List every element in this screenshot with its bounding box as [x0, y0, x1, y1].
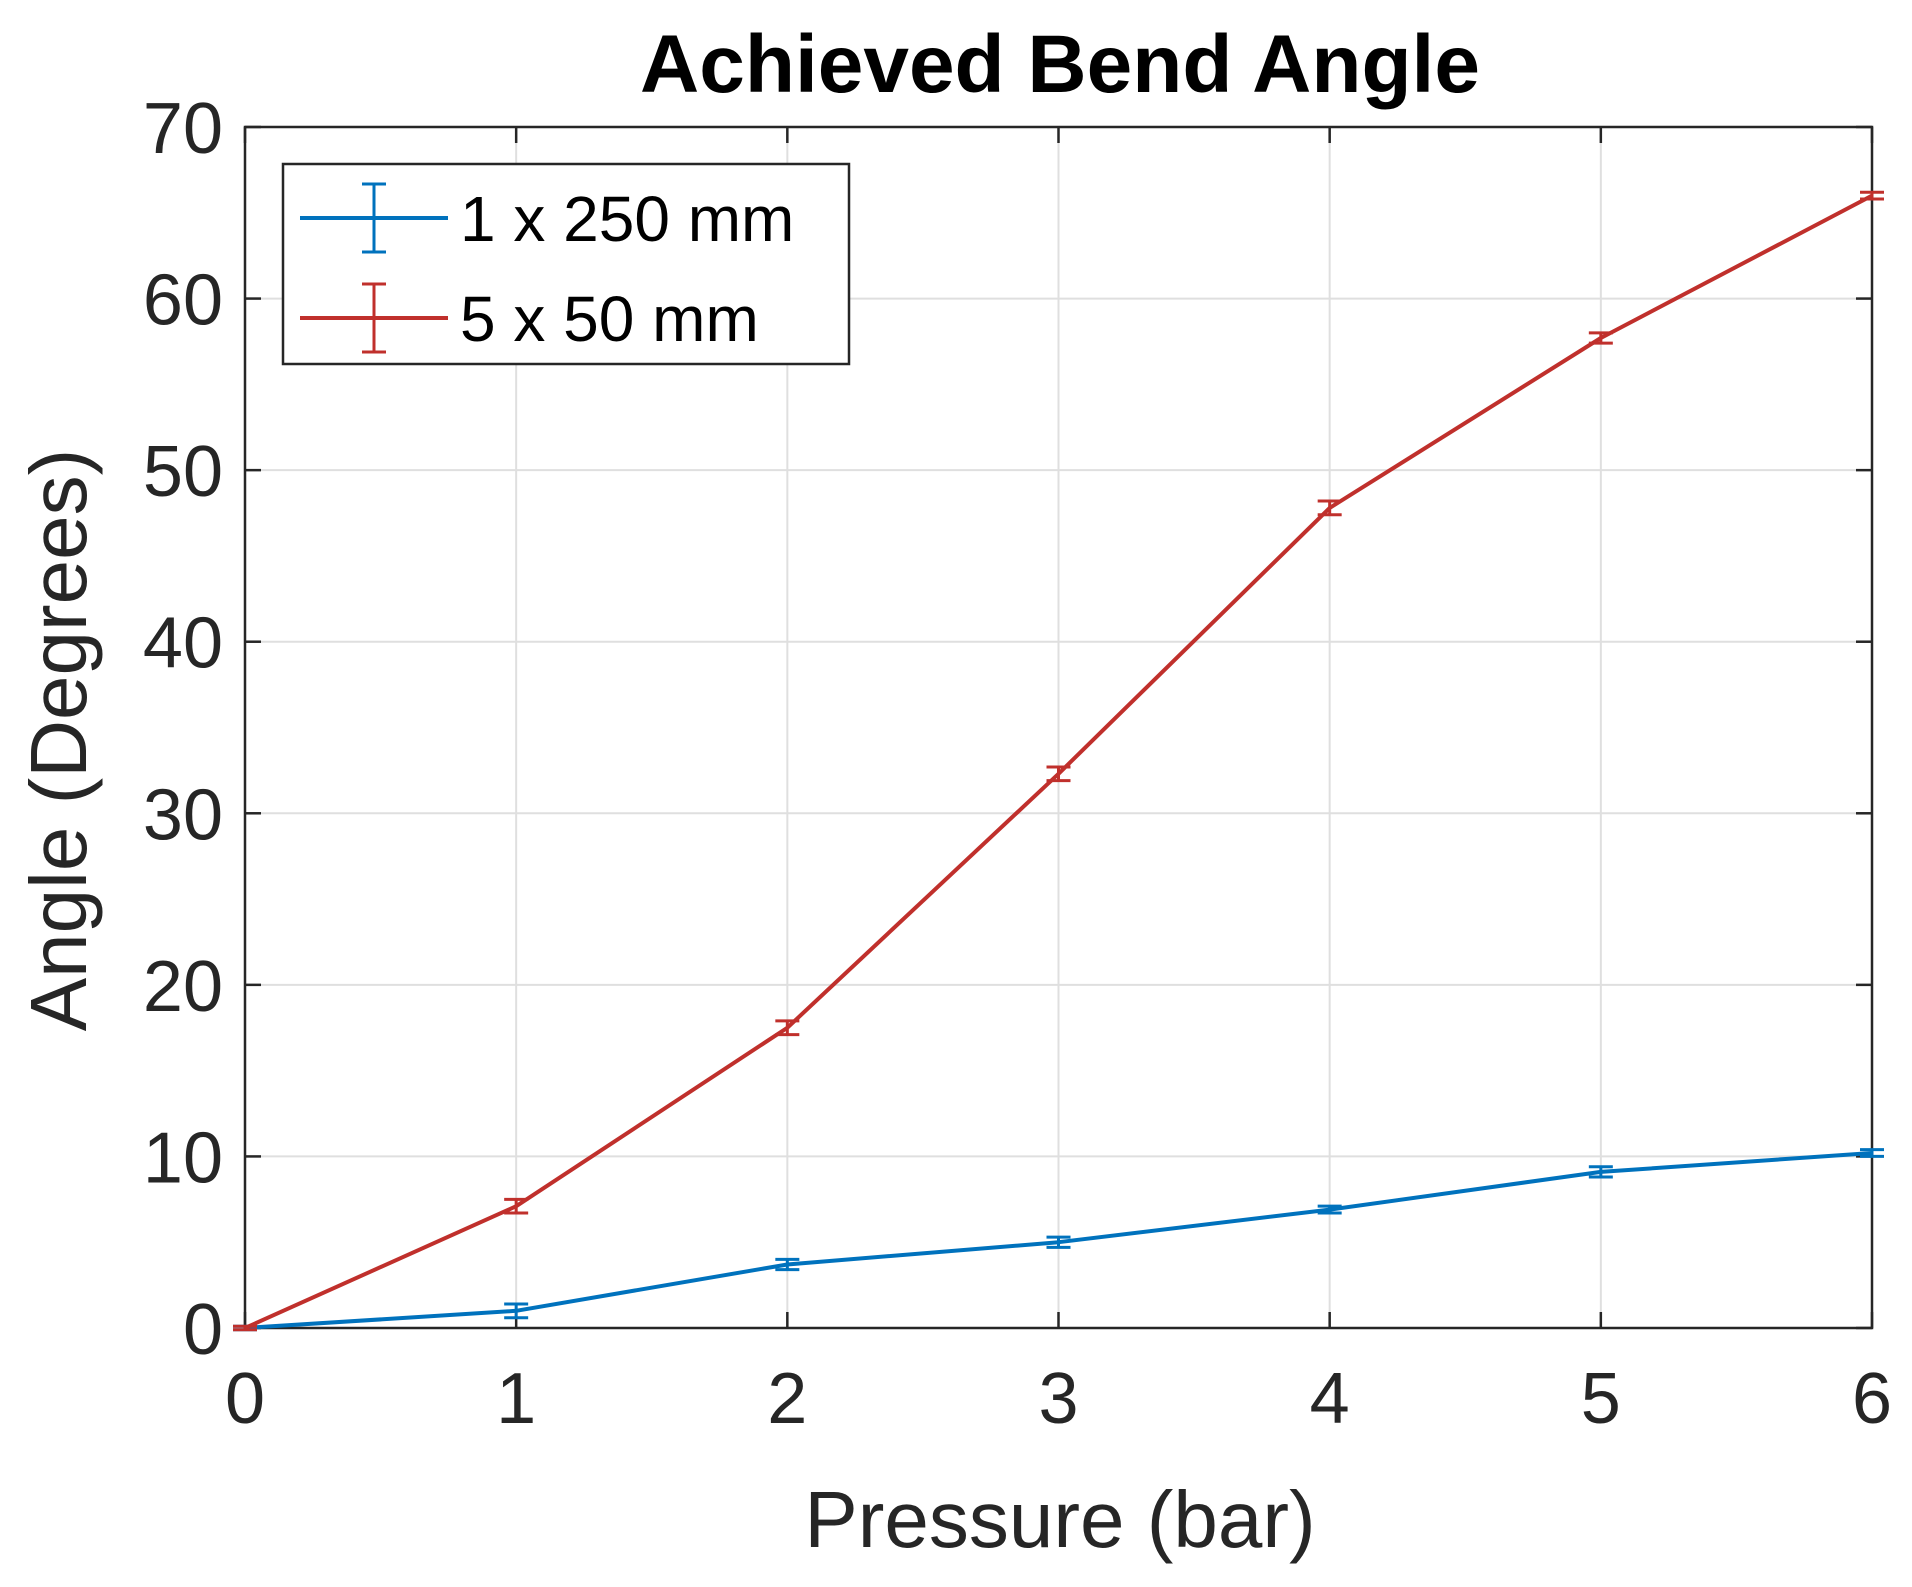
axis-ticks: [243, 125, 1874, 1330]
x-tick-label: 5: [1581, 1359, 1621, 1439]
y-axis-label: Angle (Degrees): [14, 449, 103, 1032]
legend-entries: 1 x 250 mm 5 x 50 mm: [300, 182, 794, 355]
y-tick-label: 30: [143, 775, 223, 855]
series-2: [233, 190, 1884, 1332]
x-axis-label: Pressure (bar): [804, 1475, 1315, 1564]
y-tick-label: 70: [143, 89, 223, 169]
x-tick-label: 0: [225, 1359, 265, 1439]
legend-label: 1 x 250 mm: [460, 183, 794, 255]
y-tick-label: 0: [183, 1290, 223, 1370]
x-tick-label: 6: [1852, 1359, 1892, 1439]
x-tick-label: 1: [496, 1359, 536, 1439]
chart-title: Achieved Bend Angle: [640, 19, 1480, 110]
y-tick-label: 10: [143, 1118, 223, 1198]
y-tick-label: 20: [143, 947, 223, 1027]
y-tick-label: 40: [143, 604, 223, 684]
legend: 1 x 250 mm 5 x 50 mm: [281, 162, 851, 366]
x-tick-label: 3: [1038, 1359, 1078, 1439]
legend-entry: 1 x 250 mm: [300, 182, 794, 255]
x-tick-label: 2: [767, 1359, 807, 1439]
x-tick-label: 4: [1310, 1359, 1350, 1439]
legend-box: [281, 162, 851, 366]
series: [233, 190, 1884, 1332]
y-tick-label: 50: [143, 432, 223, 512]
grid: [245, 127, 1872, 1328]
legend-label: 5 x 50 mm: [460, 283, 759, 355]
legend-entry: 5 x 50 mm: [300, 282, 759, 355]
y-tick-label: 60: [143, 261, 223, 341]
